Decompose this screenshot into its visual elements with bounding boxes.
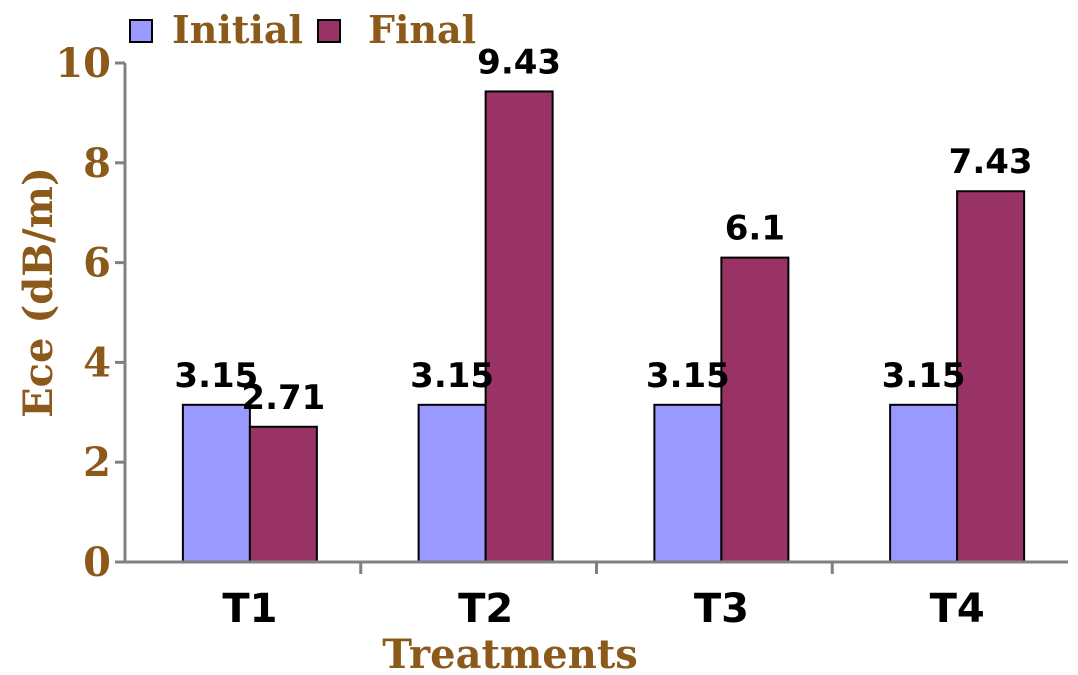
bar-final-t4 — [956, 190, 1026, 563]
data-label-final-t2: 9.43 — [477, 42, 561, 82]
data-label-final-t3: 6.1 — [725, 209, 785, 249]
y-axis-title: Ece (dB/m) — [15, 167, 62, 418]
bar-initial-t1 — [181, 403, 251, 563]
x-tick-label-t1: T1 — [222, 586, 277, 632]
y-tick-label: 6 — [83, 240, 111, 287]
legend: Initial Final — [129, 7, 476, 52]
bar-final-t2 — [484, 90, 554, 564]
legend-label-initial: Initial — [172, 7, 303, 52]
y-tick-label: 8 — [83, 140, 111, 187]
data-label-initial-t4: 3.15 — [882, 356, 966, 396]
data-label-initial-t1: 3.15 — [174, 356, 258, 396]
x-axis: T1 T2 T3 T4 — [125, 560, 1068, 632]
legend-label-final: Final — [368, 7, 476, 52]
bar-final-t1 — [248, 425, 318, 563]
x-tick-label-t3: T3 — [694, 586, 749, 632]
bar-initial-t4 — [889, 403, 959, 563]
bar-final-t3 — [720, 256, 790, 563]
data-label-initial-t2: 3.15 — [410, 356, 494, 396]
x-tick-label-t4: T4 — [930, 586, 985, 632]
y-tick-label: 0 — [83, 539, 111, 586]
y-axis: 0 2 4 6 8 10 — [55, 40, 127, 586]
y-tick-label: 10 — [55, 40, 111, 87]
legend-swatch-final — [317, 19, 341, 43]
y-tick-label: 2 — [83, 439, 111, 486]
x-tick-label-t2: T2 — [458, 586, 513, 632]
data-label-initial-t3: 3.15 — [646, 356, 730, 396]
x-axis-title: Treatments — [382, 631, 638, 675]
data-labels: 3.152.713.159.433.156.13.157.43 — [174, 42, 1032, 417]
bar-initial-t2 — [417, 403, 487, 563]
bar-initial-t3 — [653, 403, 723, 563]
bars — [181, 90, 1026, 564]
y-tick-label: 4 — [83, 339, 111, 386]
legend-swatch-initial — [129, 19, 153, 43]
data-label-final-t1: 2.71 — [241, 378, 325, 418]
data-label-final-t4: 7.43 — [949, 142, 1033, 182]
